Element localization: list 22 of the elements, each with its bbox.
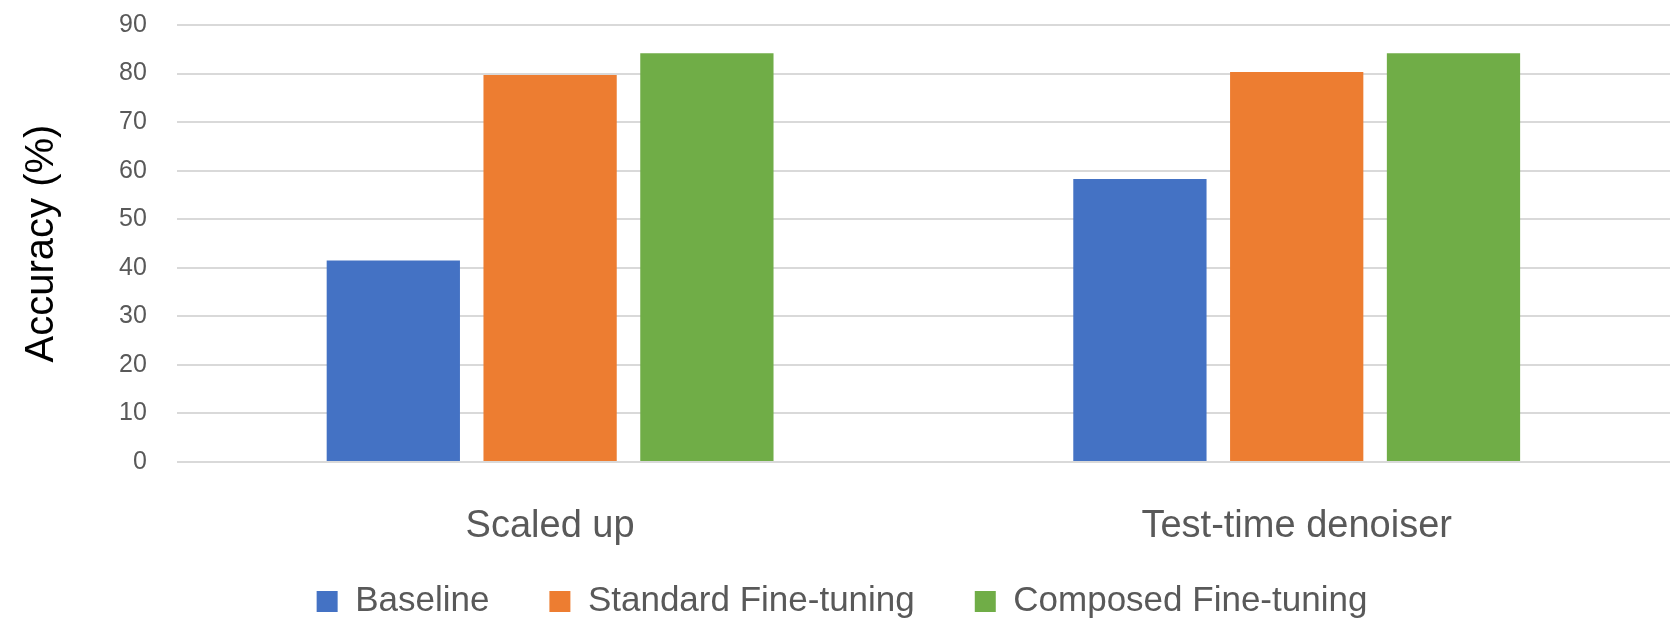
bar [1386, 53, 1521, 461]
y-tick-label: 0 [132, 445, 147, 474]
bar [640, 53, 774, 461]
bar [1230, 72, 1364, 461]
bar [326, 260, 460, 461]
x-tick-label: Scaled up [465, 503, 635, 546]
y-tick-label: 60 [119, 154, 147, 183]
y-tick-label: 10 [119, 397, 147, 426]
y-axis-title: Accuracy (%) [17, 124, 62, 363]
bar [1073, 178, 1207, 461]
legend-label: Baseline [355, 579, 490, 619]
y-tick-label: 20 [119, 348, 147, 377]
y-tick-label: 40 [119, 251, 147, 280]
bar [483, 75, 617, 461]
legend-label: Standard Fine-tuning [587, 579, 915, 619]
y-tick-label: 30 [119, 300, 147, 329]
y-tick-label: 50 [119, 203, 147, 232]
y-tick-label: 70 [119, 106, 147, 134]
y-tick-label: 80 [119, 57, 147, 86]
x-tick-label: Test-time denoiser [1141, 503, 1453, 546]
y-tick-label: 90 [119, 8, 147, 37]
legend-label: Composed Fine-tuning [1013, 579, 1368, 619]
